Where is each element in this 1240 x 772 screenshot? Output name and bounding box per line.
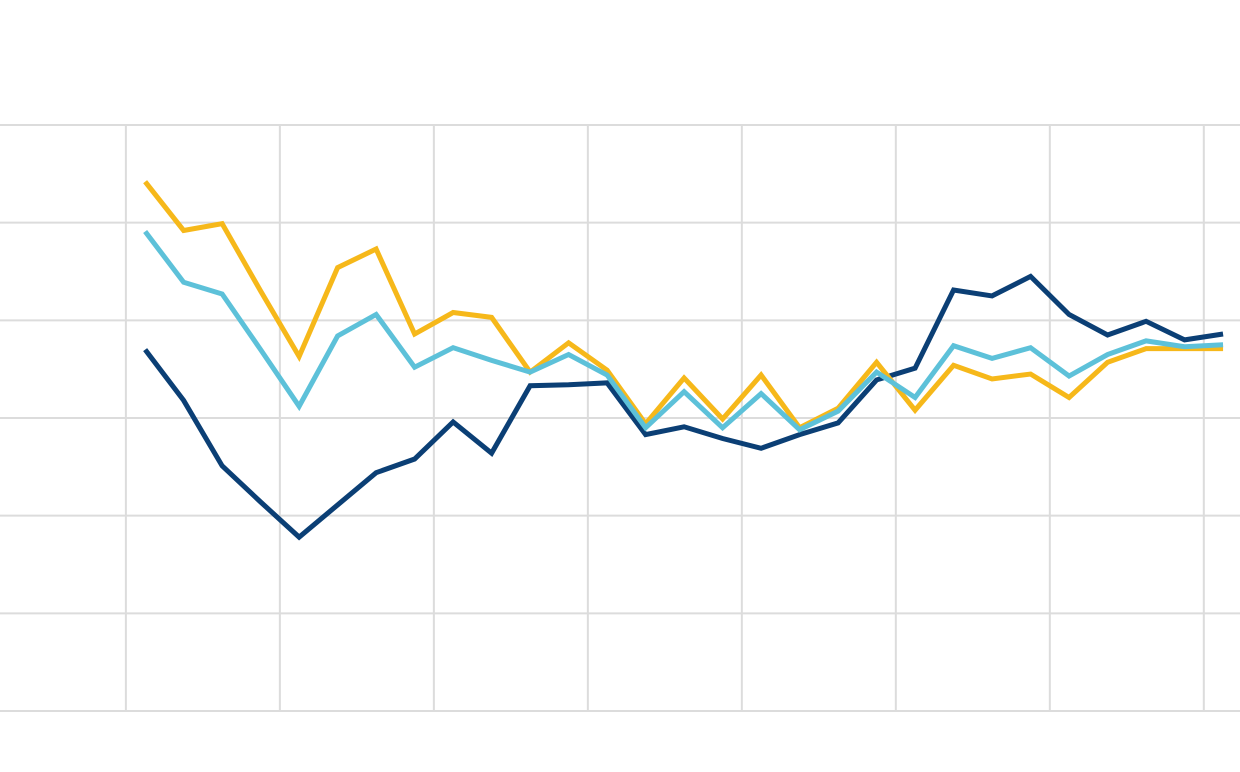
line-series <box>143 180 1224 431</box>
line-series <box>143 273 1224 541</box>
line-series <box>143 229 1224 433</box>
